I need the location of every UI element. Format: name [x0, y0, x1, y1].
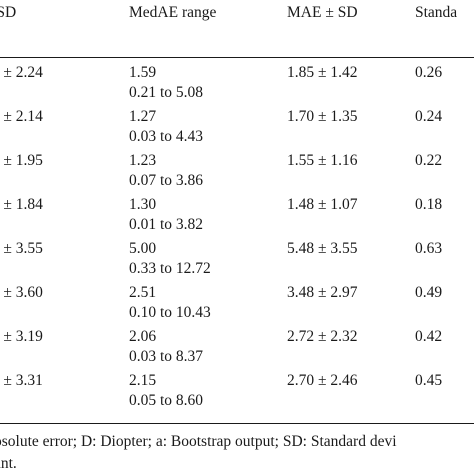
cell-sd: 48 ± 3.55 [0, 240, 43, 257]
cell-standard: 0.22 [415, 152, 443, 169]
cell-standard: 0.49 [415, 284, 443, 301]
footnote-line-1: osolute error; D: Diopter; a: Bootstrap … [0, 433, 397, 450]
footnote-line-2: ant. [0, 455, 17, 472]
cell-mae-sd: 2.70 ± 2.46 [287, 372, 358, 389]
cell-medae: 1.30 [129, 196, 157, 213]
cell-mae-sd: 1.70 ± 1.35 [287, 108, 358, 125]
cell-mae-sd: 1.85 ± 1.42 [287, 64, 358, 81]
cell-standard: 0.26 [415, 64, 443, 81]
cell-sd: 59 ± 3.31 [0, 372, 43, 389]
cell-sd: 15 ± 1.95 [0, 152, 43, 169]
cell-medae-range: 0.07 to 3.86 [129, 172, 204, 189]
cell-standard: 0.42 [415, 328, 443, 345]
header-medae-range: MedAE range [129, 4, 217, 21]
cell-sd: 66 ± 3.19 [0, 328, 43, 345]
header-standard: Standa [415, 4, 458, 21]
cell-standard: 0.63 [415, 240, 443, 257]
cell-standard: 0.45 [415, 372, 443, 389]
cell-medae-range: 0.21 to 5.08 [129, 84, 204, 101]
cell-medae-range: 0.33 to 12.72 [129, 260, 211, 277]
header-rule [0, 57, 474, 58]
cell-medae-range: 0.01 to 3.82 [129, 216, 204, 233]
header-sd: ± SD [0, 4, 17, 21]
cell-standard: 0.24 [415, 108, 443, 125]
cell-medae: 1.27 [129, 108, 157, 125]
header-mae-sd: MAE ± SD [287, 4, 358, 21]
cell-medae: 1.23 [129, 152, 157, 169]
cell-mae-sd: 1.48 ± 1.07 [287, 196, 358, 213]
cell-mae-sd: 3.48 ± 2.97 [287, 284, 358, 301]
cell-medae: 2.06 [129, 328, 157, 345]
cell-mae-sd: 2.72 ± 2.32 [287, 328, 358, 345]
cell-sd: 85 ± 3.60 [0, 284, 43, 301]
bottom-rule [0, 423, 474, 424]
cell-medae: 5.00 [129, 240, 157, 257]
cell-medae: 1.59 [129, 64, 157, 81]
cell-mae-sd: 5.48 ± 3.55 [287, 240, 358, 257]
cell-standard: 0.18 [415, 196, 443, 213]
cell-medae-range: 0.05 to 8.60 [129, 392, 204, 409]
cell-sd: 16 ± 1.84 [0, 196, 43, 213]
cell-sd: 49 ± 2.14 [0, 108, 43, 125]
cell-medae-range: 0.03 to 8.37 [129, 348, 204, 365]
cell-medae: 2.51 [129, 284, 157, 301]
cell-medae-range: 0.10 to 10.43 [129, 304, 211, 321]
cell-medae-range: 0.03 to 4.43 [129, 128, 204, 145]
cell-sd: 71 ± 2.24 [0, 64, 43, 81]
cell-medae: 2.15 [129, 372, 157, 389]
cell-mae-sd: 1.55 ± 1.16 [287, 152, 358, 169]
